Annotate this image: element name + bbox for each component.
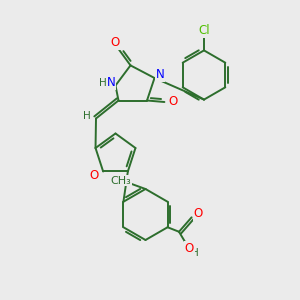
- Text: O: O: [169, 95, 178, 109]
- Text: O: O: [89, 169, 98, 182]
- Text: N: N: [106, 76, 116, 89]
- Text: O: O: [194, 207, 203, 220]
- Text: O: O: [111, 36, 120, 49]
- Text: Cl: Cl: [199, 24, 210, 38]
- Text: CH₃: CH₃: [110, 176, 131, 186]
- Text: H: H: [82, 110, 90, 121]
- Text: H: H: [191, 248, 199, 258]
- Text: H: H: [99, 78, 107, 88]
- Text: O: O: [185, 242, 194, 255]
- Text: N: N: [155, 68, 164, 82]
